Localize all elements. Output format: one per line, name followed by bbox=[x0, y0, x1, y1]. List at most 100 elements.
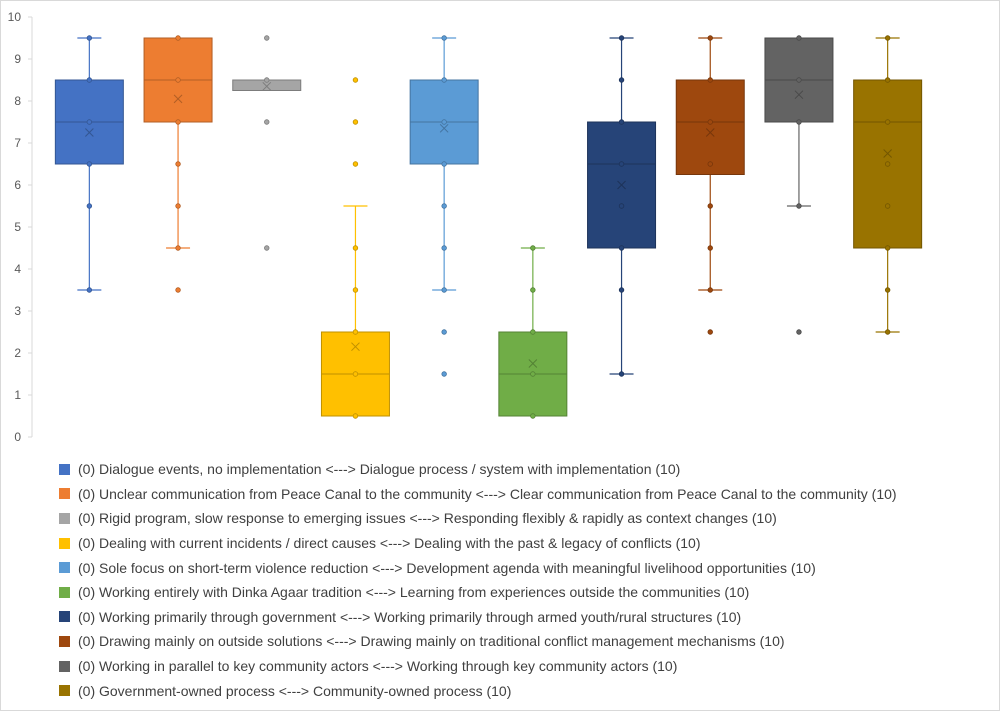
outlier-point bbox=[796, 329, 802, 335]
data-point bbox=[618, 203, 625, 209]
legend-item: (0) Working entirely with Dinka Agaar tr… bbox=[59, 580, 989, 605]
data-point bbox=[175, 203, 181, 209]
data-point bbox=[707, 161, 713, 167]
mean-marker bbox=[173, 94, 183, 104]
data-point bbox=[707, 77, 713, 83]
data-point bbox=[618, 161, 625, 167]
legend-label: (0) Dialogue events, no implementation <… bbox=[78, 461, 681, 478]
data-point bbox=[884, 329, 891, 335]
data-point bbox=[884, 287, 891, 293]
data-point bbox=[884, 203, 891, 209]
data-point bbox=[618, 77, 625, 83]
legend: (0) Dialogue events, no implementation <… bbox=[59, 457, 989, 703]
data-point bbox=[884, 119, 891, 125]
data-point bbox=[796, 203, 802, 209]
data-point bbox=[441, 287, 447, 293]
y-tick-label: 9 bbox=[14, 52, 21, 66]
data-point bbox=[530, 371, 536, 377]
data-point bbox=[618, 119, 625, 125]
box-series bbox=[409, 35, 479, 377]
data-point bbox=[441, 203, 447, 209]
data-point bbox=[884, 35, 891, 41]
y-tick-label: 4 bbox=[14, 262, 21, 276]
outlier-point bbox=[264, 119, 270, 125]
legend-item: (0) Working primarily through government… bbox=[59, 605, 989, 630]
data-point bbox=[441, 35, 447, 41]
plot-area bbox=[54, 35, 923, 419]
mean-marker bbox=[794, 90, 804, 100]
legend-item: (0) Sole focus on short-term violence re… bbox=[59, 555, 989, 580]
data-point bbox=[441, 161, 447, 167]
outlier-point bbox=[175, 287, 181, 293]
mean-marker bbox=[705, 128, 715, 137]
data-point bbox=[618, 287, 625, 293]
data-point bbox=[618, 245, 625, 251]
legend-label: (0) Sole focus on short-term violence re… bbox=[78, 559, 816, 576]
box-series bbox=[143, 35, 213, 293]
box-series bbox=[320, 77, 390, 419]
mean-marker bbox=[84, 128, 94, 137]
data-point bbox=[707, 245, 713, 251]
mean-marker bbox=[262, 81, 272, 91]
legend-item: (0) Working in parallel to key community… bbox=[59, 654, 989, 679]
legend-swatch bbox=[59, 537, 70, 549]
data-point bbox=[86, 203, 93, 209]
y-tick-label: 8 bbox=[14, 94, 21, 108]
data-point bbox=[352, 287, 359, 293]
mean-marker bbox=[617, 180, 626, 190]
outlier-point bbox=[707, 329, 713, 335]
data-point bbox=[618, 371, 625, 377]
outlier-point bbox=[264, 245, 270, 251]
data-point bbox=[352, 329, 359, 335]
data-point bbox=[352, 413, 359, 419]
box-series bbox=[54, 35, 124, 293]
outlier-point bbox=[441, 371, 447, 377]
box-series bbox=[764, 35, 834, 335]
data-point bbox=[175, 161, 181, 167]
box-series bbox=[498, 245, 568, 419]
data-point bbox=[352, 371, 359, 377]
data-point bbox=[175, 35, 181, 41]
legend-swatch bbox=[59, 463, 70, 475]
y-tick-label: 6 bbox=[14, 178, 21, 192]
legend-swatch bbox=[59, 512, 70, 524]
y-tick-label: 7 bbox=[14, 136, 21, 150]
mean-marker bbox=[351, 342, 360, 352]
legend-label: (0) Working primarily through government… bbox=[78, 608, 742, 625]
y-tick-label: 1 bbox=[14, 388, 21, 402]
legend-label: (0) Working in parallel to key community… bbox=[78, 658, 678, 675]
y-tick-label: 5 bbox=[14, 220, 21, 234]
data-point bbox=[707, 119, 713, 125]
data-point bbox=[884, 77, 891, 83]
data-point bbox=[175, 77, 181, 83]
outlier-point bbox=[352, 77, 359, 83]
legend-label: (0) Rigid program, slow response to emer… bbox=[78, 510, 777, 527]
data-point bbox=[530, 245, 536, 251]
data-point bbox=[86, 161, 93, 167]
box-plot-chart: 0 1 2 3 4 5 6 7 8 9 10 bbox=[8, 10, 923, 444]
legend-swatch bbox=[59, 685, 70, 697]
data-point bbox=[618, 35, 625, 41]
data-point bbox=[441, 245, 447, 251]
legend-swatch bbox=[59, 611, 70, 623]
legend-label: (0) Unclear communication from Peace Can… bbox=[78, 485, 897, 502]
outlier-point bbox=[352, 119, 359, 125]
legend-item: (0) Drawing mainly on outside solutions … bbox=[59, 629, 989, 654]
data-point bbox=[175, 119, 181, 125]
data-point bbox=[796, 77, 802, 83]
data-point bbox=[530, 287, 536, 293]
outlier-point bbox=[441, 329, 447, 335]
outlier-point bbox=[264, 35, 270, 41]
legend-item: (0) Government-owned process <---> Commu… bbox=[59, 678, 989, 703]
data-point bbox=[86, 35, 93, 41]
data-point bbox=[530, 329, 536, 335]
data-point bbox=[175, 245, 181, 251]
data-point bbox=[796, 119, 802, 125]
box-series bbox=[587, 35, 657, 377]
y-tick-label: 10 bbox=[8, 10, 22, 24]
y-tick-label: 0 bbox=[14, 430, 21, 444]
legend-item: (0) Unclear communication from Peace Can… bbox=[59, 482, 989, 507]
mean-marker bbox=[883, 149, 893, 158]
mean-marker bbox=[528, 359, 538, 368]
data-point bbox=[530, 413, 536, 419]
